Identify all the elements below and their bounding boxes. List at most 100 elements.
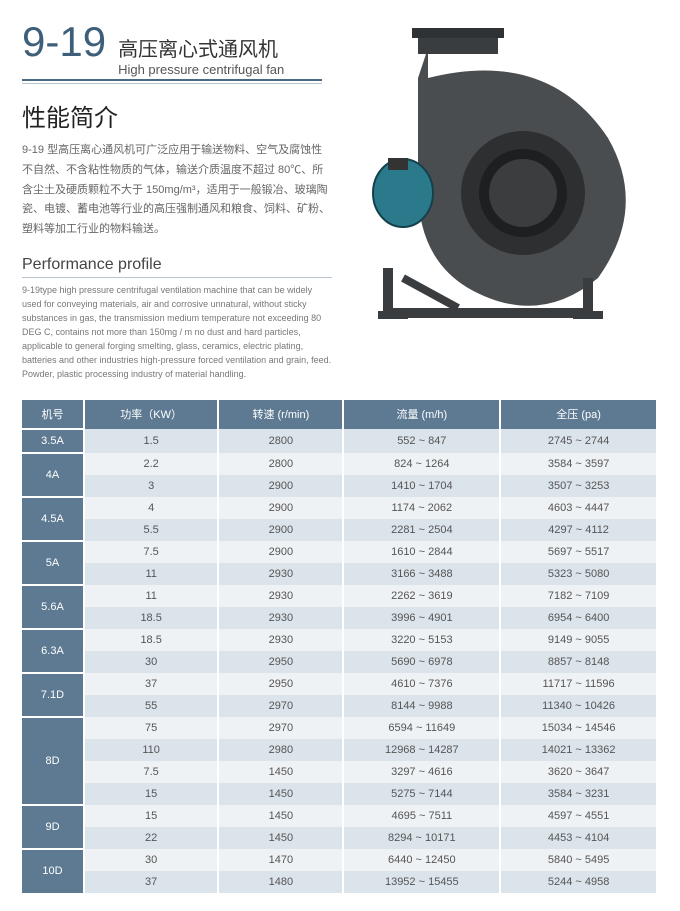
table-row: 5.529002281 ~ 25044297 ~ 4112	[22, 519, 657, 541]
data-cell: 3507 ~ 3253	[500, 475, 657, 497]
data-cell: 3620 ~ 3647	[500, 761, 657, 783]
model-cell: 8D	[22, 717, 84, 805]
data-cell: 1480	[218, 871, 343, 893]
data-cell: 1450	[218, 783, 343, 805]
table-row: 2214508294 ~ 101714453 ~ 4104	[22, 827, 657, 849]
data-cell: 75	[84, 717, 218, 739]
table-row: 1514505275 ~ 71443584 ~ 3231	[22, 783, 657, 805]
data-cell: 2930	[218, 563, 343, 585]
data-cell: 8857 ~ 8148	[500, 651, 657, 673]
data-cell: 30	[84, 651, 218, 673]
perf-heading-en: Performance profile	[22, 256, 332, 278]
data-cell: 6954 ~ 6400	[500, 607, 657, 629]
data-cell: 2930	[218, 585, 343, 607]
table-row: 1129303166 ~ 34885323 ~ 5080	[22, 563, 657, 585]
data-cell: 3166 ~ 3488	[343, 563, 500, 585]
data-cell: 2970	[218, 717, 343, 739]
table-row: 3029505690 ~ 69788857 ~ 8148	[22, 651, 657, 673]
data-cell: 7182 ~ 7109	[500, 585, 657, 607]
data-cell: 14021 ~ 13362	[500, 739, 657, 761]
divider-thin	[22, 83, 322, 84]
data-cell: 552 ~ 847	[343, 429, 500, 453]
data-cell: 3220 ~ 5153	[343, 629, 500, 651]
data-cell: 110	[84, 739, 218, 761]
model-cell: 4.5A	[22, 497, 84, 541]
table-row: 5529708144 ~ 998811340 ~ 10426	[22, 695, 657, 717]
data-cell: 55	[84, 695, 218, 717]
model-cell: 5.6A	[22, 585, 84, 629]
data-cell: 2800	[218, 429, 343, 453]
data-cell: 2930	[218, 607, 343, 629]
data-cell: 18.5	[84, 607, 218, 629]
model-cell: 10D	[22, 849, 84, 893]
data-cell: 1450	[218, 827, 343, 849]
data-cell: 4453 ~ 4104	[500, 827, 657, 849]
data-cell: 2.2	[84, 453, 218, 475]
data-cell: 2900	[218, 475, 343, 497]
data-cell: 5275 ~ 7144	[343, 783, 500, 805]
model-number: 9-19	[22, 18, 106, 66]
table-row: 5.6A1129302262 ~ 36197182 ~ 7109	[22, 585, 657, 607]
table-row: 329001410 ~ 17043507 ~ 3253	[22, 475, 657, 497]
perf-desc-cn: 9-19 型高压离心通风机可广泛应用于输送物料、空气及腐蚀性不自然、不含粘性物质…	[22, 141, 332, 240]
data-cell: 5.5	[84, 519, 218, 541]
header-block: 9-19 高压离心式通风机 High pressure centrifugal …	[22, 18, 658, 382]
data-cell: 5690 ~ 6978	[343, 651, 500, 673]
table-row: 8D7529706594 ~ 1164915034 ~ 14546	[22, 717, 657, 739]
data-cell: 824 ~ 1264	[343, 453, 500, 475]
data-cell: 5697 ~ 5517	[500, 541, 657, 563]
perf-desc-en: 9-19type high pressure centrifugal venti…	[22, 284, 332, 382]
data-cell: 2970	[218, 695, 343, 717]
data-cell: 5840 ~ 5495	[500, 849, 657, 871]
spec-table: 机号功率（KW）转速 (r/min)流量 (m/h)全压 (pa) 3.5A1.…	[22, 400, 658, 893]
data-cell: 15	[84, 783, 218, 805]
col-header: 机号	[22, 400, 84, 429]
model-cell: 5A	[22, 541, 84, 585]
table-row: 18.529303996 ~ 49016954 ~ 6400	[22, 607, 657, 629]
table-row: 5A7.529001610 ~ 28445697 ~ 5517	[22, 541, 657, 563]
data-cell: 5323 ~ 5080	[500, 563, 657, 585]
data-cell: 2745 ~ 2744	[500, 429, 657, 453]
table-row: 4A2.22800824 ~ 12643584 ~ 3597	[22, 453, 657, 475]
data-cell: 2900	[218, 519, 343, 541]
data-cell: 2262 ~ 3619	[343, 585, 500, 607]
data-cell: 3584 ~ 3231	[500, 783, 657, 805]
table-body: 3.5A1.52800552 ~ 8472745 ~ 27444A2.22800…	[22, 429, 657, 893]
col-header: 功率（KW）	[84, 400, 218, 429]
col-header: 转速 (r/min)	[218, 400, 343, 429]
table-row: 3.5A1.52800552 ~ 8472745 ~ 2744	[22, 429, 657, 453]
data-cell: 4297 ~ 4112	[500, 519, 657, 541]
data-cell: 8294 ~ 10171	[343, 827, 500, 849]
data-cell: 1470	[218, 849, 343, 871]
table-row: 4.5A429001174 ~ 20624603 ~ 4447	[22, 497, 657, 519]
data-cell: 4610 ~ 7376	[343, 673, 500, 695]
col-header: 全压 (pa)	[500, 400, 657, 429]
data-cell: 4597 ~ 4551	[500, 805, 657, 827]
data-cell: 11340 ~ 10426	[500, 695, 657, 717]
data-cell: 37	[84, 871, 218, 893]
data-cell: 6594 ~ 11649	[343, 717, 500, 739]
data-cell: 2980	[218, 739, 343, 761]
table-row: 7.514503297 ~ 46163620 ~ 3647	[22, 761, 657, 783]
data-cell: 1.5	[84, 429, 218, 453]
data-cell: 9149 ~ 9055	[500, 629, 657, 651]
data-cell: 3	[84, 475, 218, 497]
data-cell: 18.5	[84, 629, 218, 651]
model-cell: 6.3A	[22, 629, 84, 673]
data-cell: 2900	[218, 541, 343, 563]
data-cell: 30	[84, 849, 218, 871]
title-english: High pressure centrifugal fan	[118, 62, 284, 77]
data-cell: 4	[84, 497, 218, 519]
table-row: 7.1D3729504610 ~ 737611717 ~ 11596	[22, 673, 657, 695]
data-cell: 2800	[218, 453, 343, 475]
title-stack: 高压离心式通风机 High pressure centrifugal fan	[118, 33, 284, 77]
data-cell: 1450	[218, 761, 343, 783]
table-row: 10D3014706440 ~ 124505840 ~ 5495	[22, 849, 657, 871]
data-cell: 4695 ~ 7511	[343, 805, 500, 827]
divider-thick	[22, 79, 322, 81]
data-cell: 2950	[218, 673, 343, 695]
data-cell: 1410 ~ 1704	[343, 475, 500, 497]
data-cell: 7.5	[84, 541, 218, 563]
col-header: 流量 (m/h)	[343, 400, 500, 429]
data-cell: 15034 ~ 14546	[500, 717, 657, 739]
